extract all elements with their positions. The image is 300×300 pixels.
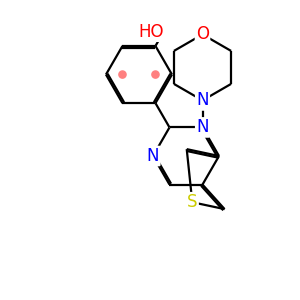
Text: S: S <box>187 193 198 211</box>
Circle shape <box>119 71 126 78</box>
Text: N: N <box>196 92 209 110</box>
Text: O: O <box>196 26 209 44</box>
Text: N: N <box>196 118 209 136</box>
Circle shape <box>152 71 159 78</box>
Text: N: N <box>147 147 159 165</box>
Text: HO: HO <box>138 23 164 41</box>
